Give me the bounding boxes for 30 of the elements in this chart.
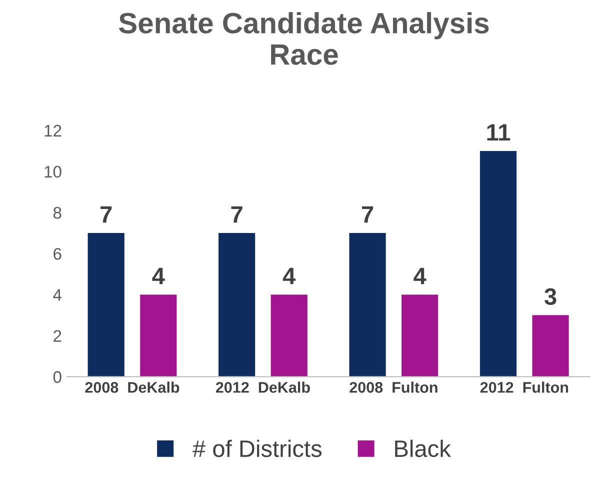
bar xyxy=(480,150,517,377)
data-label: 7 xyxy=(100,206,112,223)
y-tick-label: 4 xyxy=(53,289,62,301)
bar xyxy=(532,315,569,377)
chart-title: Senate Candidate Analysis Race xyxy=(118,12,489,65)
legend-label: Black xyxy=(395,440,451,458)
data-label: 7 xyxy=(231,206,242,223)
y-tick-label: 0 xyxy=(53,371,62,383)
bar xyxy=(270,294,308,377)
data-label: 4 xyxy=(152,268,165,284)
x-tick-label: 2012 Fulton xyxy=(480,382,568,393)
bar xyxy=(402,294,438,377)
data-label: 11 xyxy=(487,124,510,140)
legend-label: # of Districts xyxy=(192,440,322,458)
y-tick-label: 8 xyxy=(53,206,62,219)
y-tick-label: 6 xyxy=(54,248,62,260)
x-tick-label: 2008 Fulton xyxy=(350,382,438,393)
y-tick-label: 12 xyxy=(44,124,62,136)
bar xyxy=(218,233,256,377)
bar xyxy=(349,233,386,377)
data-label: 4 xyxy=(282,268,296,284)
x-tick-label: 2008 DeKalb xyxy=(85,382,180,393)
bar xyxy=(140,294,177,377)
data-label: 3 xyxy=(544,288,556,305)
y-tick-label: 2 xyxy=(54,330,62,342)
data-label: 7 xyxy=(362,206,374,223)
data-label: 4 xyxy=(414,268,426,284)
x-tick-label: 2012 DeKalb xyxy=(216,382,310,393)
y-tick-label: 10 xyxy=(44,166,62,178)
bar xyxy=(88,233,124,377)
